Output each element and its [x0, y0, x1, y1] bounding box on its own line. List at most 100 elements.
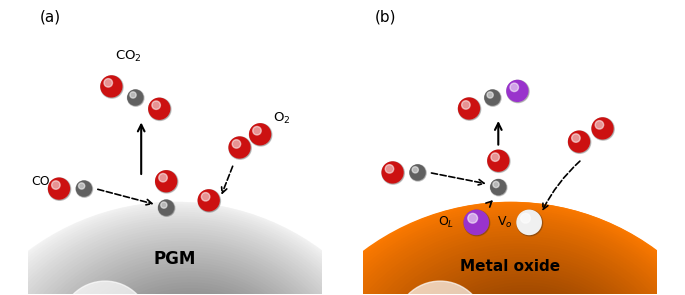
Circle shape: [48, 271, 328, 295]
Circle shape: [49, 178, 71, 200]
Circle shape: [273, 203, 685, 295]
Circle shape: [44, 268, 331, 295]
Circle shape: [340, 241, 685, 295]
Circle shape: [0, 226, 381, 295]
Circle shape: [197, 189, 220, 212]
Circle shape: [64, 282, 315, 295]
Circle shape: [343, 244, 685, 295]
Circle shape: [516, 209, 542, 235]
Circle shape: [0, 202, 419, 295]
Circle shape: [0, 218, 390, 295]
Circle shape: [487, 150, 510, 172]
Circle shape: [568, 130, 590, 153]
Text: PGM: PGM: [153, 250, 196, 268]
Text: CO: CO: [31, 175, 50, 188]
Circle shape: [517, 210, 543, 236]
Circle shape: [464, 210, 490, 236]
Circle shape: [0, 206, 409, 295]
Circle shape: [458, 97, 480, 120]
Circle shape: [260, 206, 685, 295]
Circle shape: [284, 208, 685, 295]
Circle shape: [159, 173, 167, 182]
Circle shape: [0, 214, 397, 295]
Circle shape: [40, 266, 334, 295]
Circle shape: [490, 179, 506, 195]
Circle shape: [506, 80, 529, 102]
Circle shape: [127, 89, 144, 106]
Circle shape: [308, 221, 685, 295]
Circle shape: [0, 228, 377, 295]
Circle shape: [304, 218, 685, 295]
Circle shape: [249, 124, 272, 146]
Circle shape: [462, 101, 470, 109]
Circle shape: [55, 277, 321, 295]
Circle shape: [232, 140, 240, 148]
Circle shape: [375, 266, 669, 295]
Circle shape: [379, 268, 666, 295]
Circle shape: [410, 164, 426, 181]
Circle shape: [280, 206, 685, 295]
Circle shape: [488, 150, 510, 173]
Circle shape: [0, 202, 421, 295]
Circle shape: [264, 202, 685, 295]
Circle shape: [371, 263, 672, 295]
Circle shape: [292, 212, 685, 295]
Circle shape: [249, 123, 271, 145]
Circle shape: [395, 279, 653, 295]
Circle shape: [592, 118, 614, 140]
Circle shape: [0, 231, 375, 295]
Circle shape: [48, 178, 70, 200]
Circle shape: [158, 200, 175, 216]
Circle shape: [300, 216, 685, 295]
Text: O$_2$: O$_2$: [273, 111, 290, 126]
Circle shape: [0, 203, 415, 295]
Circle shape: [464, 209, 489, 235]
Circle shape: [51, 181, 60, 189]
Circle shape: [521, 213, 530, 223]
Circle shape: [52, 274, 325, 295]
Circle shape: [0, 216, 393, 295]
Circle shape: [332, 236, 685, 295]
Circle shape: [0, 204, 412, 295]
Circle shape: [458, 98, 481, 120]
Circle shape: [403, 285, 647, 295]
Circle shape: [127, 90, 144, 106]
Circle shape: [198, 190, 221, 212]
Circle shape: [16, 249, 353, 295]
Circle shape: [385, 165, 394, 173]
Circle shape: [367, 260, 675, 295]
Circle shape: [572, 134, 580, 142]
Circle shape: [0, 223, 384, 295]
Circle shape: [484, 89, 501, 106]
Circle shape: [75, 291, 306, 295]
Circle shape: [253, 127, 261, 135]
Text: Metal oxide: Metal oxide: [460, 259, 560, 274]
Circle shape: [152, 101, 160, 109]
Circle shape: [324, 231, 685, 295]
Circle shape: [201, 193, 210, 201]
Circle shape: [347, 246, 685, 295]
Circle shape: [276, 204, 685, 295]
Circle shape: [269, 202, 685, 295]
Circle shape: [327, 233, 685, 295]
Circle shape: [60, 279, 319, 295]
Text: (b): (b): [375, 9, 397, 24]
Circle shape: [320, 228, 685, 295]
Circle shape: [0, 236, 369, 295]
Circle shape: [1, 238, 365, 295]
Circle shape: [493, 181, 499, 188]
Circle shape: [410, 165, 426, 181]
Circle shape: [387, 274, 660, 295]
Circle shape: [76, 181, 92, 197]
Circle shape: [228, 136, 251, 159]
Circle shape: [24, 254, 347, 295]
Circle shape: [60, 281, 150, 295]
Circle shape: [76, 180, 92, 197]
Circle shape: [591, 117, 614, 140]
Text: V$_o$: V$_o$: [497, 215, 512, 230]
Circle shape: [569, 131, 590, 153]
Circle shape: [0, 212, 399, 295]
Circle shape: [356, 252, 685, 295]
Circle shape: [491, 153, 499, 161]
Circle shape: [359, 254, 682, 295]
